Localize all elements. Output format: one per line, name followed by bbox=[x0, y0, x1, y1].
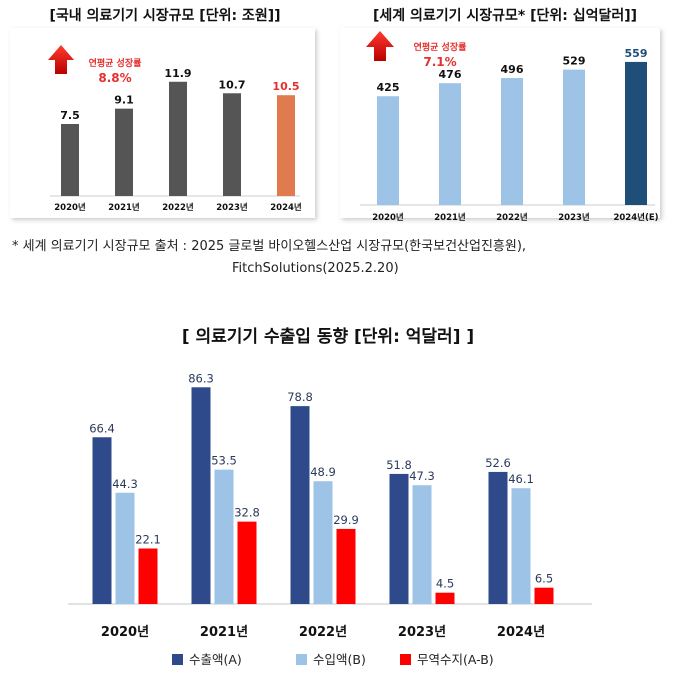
trade-legend-swatch bbox=[296, 654, 307, 665]
global-x-tick: 2021년 bbox=[434, 212, 466, 223]
domestic-bar bbox=[277, 95, 295, 196]
domestic-growth-label: 연평균 성장률 bbox=[89, 57, 142, 69]
domestic-bar bbox=[115, 108, 133, 196]
trade-x-tick: 2020년 bbox=[101, 625, 149, 640]
global-value-label: 476 bbox=[439, 68, 462, 81]
domestic-x-tick: 2022년 bbox=[162, 202, 194, 213]
trade-value-label: 86.3 bbox=[188, 371, 214, 385]
trade-x-tick: 2022년 bbox=[299, 625, 347, 640]
trade-bar bbox=[435, 592, 455, 604]
trade-legend: 수출액(A) 수입액(B) 무역수지(A-B) bbox=[172, 652, 494, 667]
global-bar bbox=[563, 69, 585, 205]
global-value-label: 529 bbox=[563, 55, 586, 68]
trade-legend-label: 수입액(B) bbox=[313, 652, 366, 667]
global-growth-value: 7.1% bbox=[423, 55, 456, 69]
global-growth-arrow-icon bbox=[366, 31, 394, 61]
trade-bar-chart: 66.4 44.3 22.1 2020년 86.3 53.5 32.8 2021년 78.8 48… bbox=[89, 371, 554, 640]
trade-value-label: 66.4 bbox=[89, 421, 115, 435]
domestic-value-label: 10.7 bbox=[218, 78, 245, 91]
global-bar bbox=[501, 78, 523, 205]
trade-bar bbox=[237, 521, 257, 604]
global-bar-chart: 425 2020년 476 2021년 496 2022년 529 2023년 559 2024년… bbox=[372, 47, 658, 223]
trade-value-label: 52.6 bbox=[485, 456, 511, 470]
trade-bar bbox=[412, 485, 432, 604]
domestic-value-label: 10.5 bbox=[272, 80, 299, 93]
trade-x-tick: 2021년 bbox=[200, 625, 248, 640]
global-bar bbox=[625, 61, 647, 205]
trade-chart-title: [ 의료기기 수출입 동향 [단위: 억달러] ] bbox=[182, 326, 474, 347]
trade-value-label: 51.8 bbox=[386, 458, 412, 472]
trade-legend-swatch bbox=[400, 654, 411, 665]
domestic-x-tick: 2020년 bbox=[54, 202, 86, 213]
domestic-x-tick: 2024년 bbox=[270, 202, 302, 213]
trade-bar bbox=[336, 528, 356, 604]
trade-value-label: 22.1 bbox=[135, 533, 161, 547]
domestic-bar bbox=[169, 81, 187, 196]
trade-value-label: 32.8 bbox=[234, 506, 260, 520]
trade-bar bbox=[389, 473, 409, 604]
global-value-label: 496 bbox=[501, 63, 524, 76]
global-x-tick: 2020년 bbox=[372, 212, 404, 223]
trade-bar bbox=[214, 469, 234, 604]
footnote-line2: FitchSolutions(2025.2.20) bbox=[232, 261, 399, 276]
trade-bar bbox=[488, 471, 508, 604]
global-value-label: 425 bbox=[377, 81, 400, 94]
domestic-value-label: 9.1 bbox=[114, 94, 134, 107]
trade-value-label: 29.9 bbox=[333, 513, 359, 527]
trade-value-label: 6.5 bbox=[535, 572, 553, 586]
trade-bar bbox=[290, 406, 310, 604]
domestic-growth-value: 8.8% bbox=[98, 71, 131, 85]
trade-x-tick: 2023년 bbox=[398, 625, 446, 640]
global-x-tick: 2022년 bbox=[496, 212, 528, 223]
trade-value-label: 53.5 bbox=[211, 454, 237, 468]
footnote-line1: * 세계 의료기기 시장규모 출처 : 2025 글로벌 바이오헬스산업 시장규… bbox=[12, 239, 526, 254]
trade-value-label: 46.1 bbox=[508, 472, 534, 486]
domestic-value-label: 11.9 bbox=[164, 67, 191, 80]
domestic-bar bbox=[223, 93, 241, 196]
trade-legend-swatch bbox=[172, 654, 183, 665]
trade-bar bbox=[191, 387, 211, 604]
trade-value-label: 48.9 bbox=[310, 465, 336, 479]
trade-bar bbox=[138, 548, 158, 604]
trade-x-tick: 2024년 bbox=[497, 625, 545, 640]
trade-bar bbox=[115, 492, 135, 604]
trade-value-label: 78.8 bbox=[287, 390, 313, 404]
domestic-bar-chart: 7.5 2020년 9.1 2021년 11.9 2022년 10.7 2023년 10.5 20… bbox=[54, 67, 302, 213]
domestic-x-tick: 2021년 bbox=[108, 202, 140, 213]
global-x-tick: 2023년 bbox=[558, 212, 590, 223]
trade-bar bbox=[92, 437, 112, 604]
trade-legend-label: 수출액(A) bbox=[189, 652, 242, 667]
global-bar bbox=[439, 83, 461, 205]
global-x-tick: 2024년(E) bbox=[613, 212, 658, 223]
global-chart-title: [세계 의료기기 시장규모* [단위: 십억달러]] bbox=[373, 7, 637, 24]
domestic-bar bbox=[61, 124, 79, 196]
trade-legend-label: 무역수지(A-B) bbox=[417, 652, 494, 667]
global-growth-label: 연평균 성장률 bbox=[414, 41, 467, 53]
domestic-value-label: 7.5 bbox=[60, 109, 80, 122]
domestic-x-tick: 2023년 bbox=[216, 202, 248, 213]
trade-value-label: 44.3 bbox=[112, 477, 138, 491]
trade-value-label: 47.3 bbox=[409, 469, 435, 483]
trade-value-label: 4.5 bbox=[436, 577, 454, 591]
domestic-chart-title: [국내 의료기기 시장규모 [단위: 조원]] bbox=[49, 7, 280, 24]
global-value-label: 559 bbox=[625, 47, 648, 60]
domestic-growth-arrow-icon bbox=[48, 45, 74, 74]
trade-bar bbox=[511, 488, 531, 604]
global-bar bbox=[377, 96, 399, 205]
trade-bar bbox=[534, 587, 554, 604]
trade-bar bbox=[313, 481, 333, 604]
